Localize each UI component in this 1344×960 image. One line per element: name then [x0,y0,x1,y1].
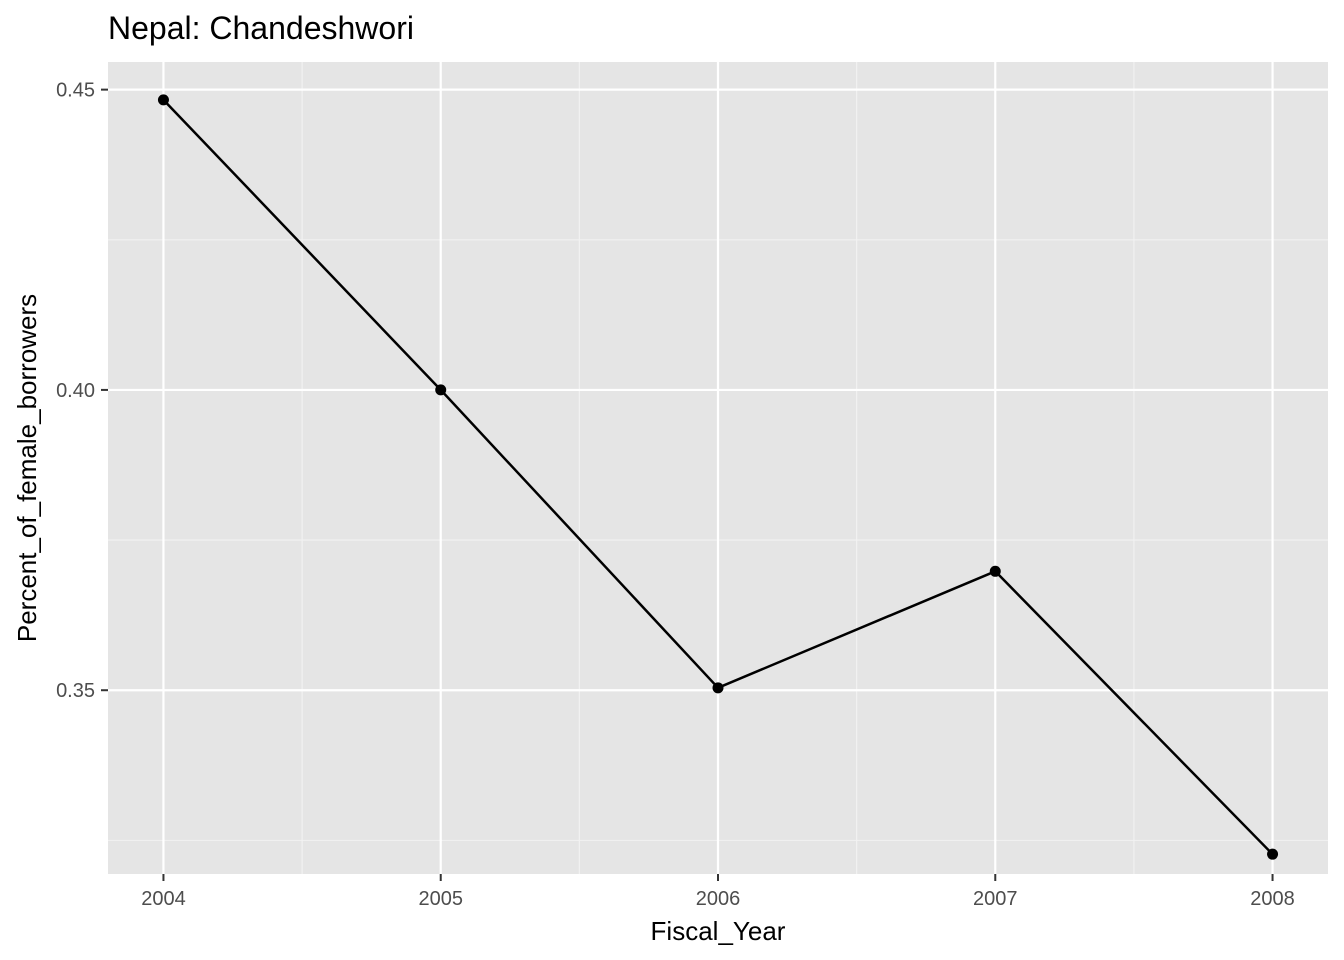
y-axis-title: Percent_of_female_borrowers [12,294,42,642]
x-tick-label: 2006 [696,888,741,910]
x-tick-label: 2005 [418,888,463,910]
y-tick-label: 0.35 [56,680,95,702]
major-gridlines [108,62,1328,874]
y-tick-label: 0.40 [56,380,95,402]
x-tick-label: 2004 [141,888,186,910]
x-axis-title: Fiscal_Year [651,916,786,946]
data-point [989,565,1001,577]
chart-title: Nepal: Chandeshwori [108,10,414,46]
data-point [435,384,447,396]
data-point [1267,848,1279,860]
data-point [712,682,724,694]
x-tick-label: 2008 [1250,888,1295,910]
tick-labels: 2004 2005 2006 2007 2008 0.35 0.40 0.45 [56,80,1295,910]
axis-ticks [101,88,1274,881]
data-point [157,94,169,106]
x-tick-label: 2007 [973,888,1018,910]
y-tick-label: 0.45 [56,80,95,102]
series-layer [157,94,1279,860]
